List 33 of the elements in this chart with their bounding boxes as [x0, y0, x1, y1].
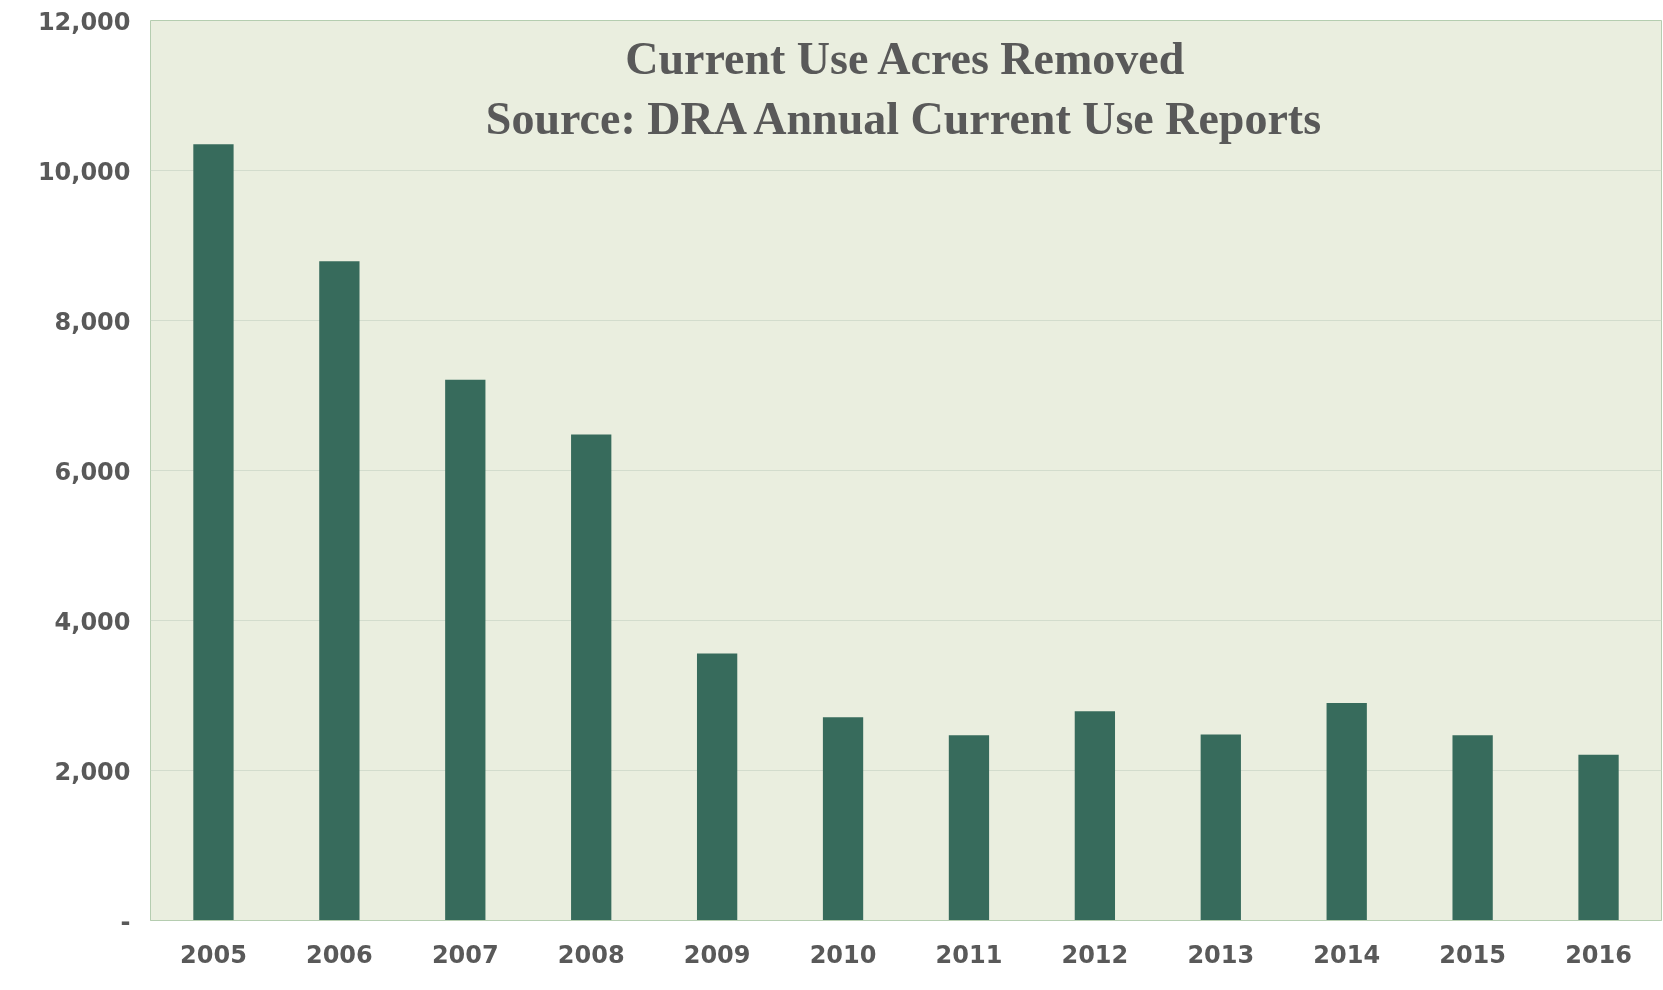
x-tick-label: 2009	[683, 940, 751, 969]
bar	[948, 735, 990, 921]
x-tick-label: 2010	[809, 940, 877, 969]
y-tick-label: 6,000	[54, 457, 131, 486]
bar	[1326, 703, 1367, 921]
bar	[822, 717, 864, 921]
x-tick-label: 2014	[1313, 940, 1381, 969]
chart-title: Current Use Acres Removed	[625, 32, 1185, 84]
y-tick-label: 8,000	[54, 307, 131, 336]
y-tick-label: 2,000	[54, 757, 131, 786]
x-tick-label: 2012	[1061, 940, 1129, 969]
bar	[571, 434, 612, 921]
x-tick-label: 2006	[305, 940, 373, 969]
bar	[1452, 735, 1493, 921]
bar	[445, 379, 486, 921]
x-tick-label: 2008	[557, 940, 625, 969]
x-tick-label: 2015	[1439, 940, 1507, 969]
x-tick-label: 2005	[180, 940, 247, 969]
y-tick-label: -	[120, 907, 131, 936]
bar	[319, 261, 360, 921]
x-tick-label: 2016	[1565, 940, 1632, 969]
y-tick-label: 10,000	[37, 157, 131, 186]
bar	[696, 653, 738, 921]
bar	[1578, 754, 1619, 921]
bar	[1200, 734, 1241, 921]
x-tick-label: 2013	[1187, 940, 1255, 969]
text: Source: DRA Annual Current Use Reports	[485, 92, 1322, 144]
bar	[193, 144, 234, 921]
y-tick-label: 4,000	[54, 607, 131, 636]
x-tick-label: 2007	[431, 940, 499, 969]
x-tick-label: 2011	[935, 940, 1003, 969]
bar	[1074, 711, 1116, 921]
y-tick-label: 12,000	[37, 7, 131, 36]
